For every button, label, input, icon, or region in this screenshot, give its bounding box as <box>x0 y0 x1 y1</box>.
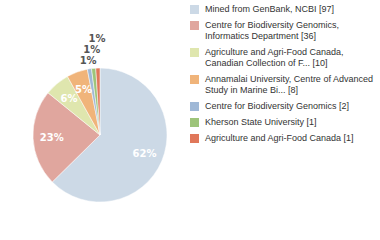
html-text:Centre for Biodiversity Genomi: Centre for Biodiversity Genomics, Inform… <box>205 20 339 41</box>
html-text:Centre for Biodiversity Genomi: Centre for Biodiversity Genomics [2] <box>205 101 350 111</box>
svg-text:23%: 23% <box>40 132 64 143</box>
html-text:Agriculture and Agri-Food Cana: Agriculture and Agri-Food Canada [1] <box>205 133 354 143</box>
html-text:Annamalai University, Centre o: Annamalai University, Centre of Advanced… <box>205 74 373 95</box>
html-text:Mined from GenBank, NCBI [97]: Mined from GenBank, NCBI [97] <box>205 4 335 14</box>
html-text:Kherson State University [1]: Kherson State University [1] <box>205 117 317 127</box>
svg-text:1%: 1% <box>88 33 105 44</box>
svg-text:5%: 5% <box>75 84 92 95</box>
svg-text:1%: 1% <box>83 44 100 55</box>
svg-text:6%: 6% <box>60 92 78 104</box>
html-text:Agriculture and Agri-Food Cana: Agriculture and Agri-Food Canada, Canadi… <box>205 47 344 68</box>
svg-text:62%: 62% <box>133 148 157 159</box>
svg-text:1%: 1% <box>80 55 97 66</box>
